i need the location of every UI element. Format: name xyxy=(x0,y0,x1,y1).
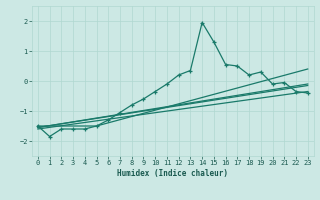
X-axis label: Humidex (Indice chaleur): Humidex (Indice chaleur) xyxy=(117,169,228,178)
